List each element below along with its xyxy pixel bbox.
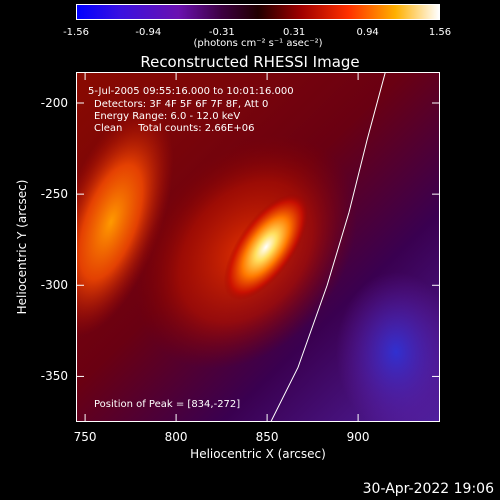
- annotation-energy-range: Energy Range: 6.0 - 12.0 keV: [94, 111, 241, 122]
- x-tick-label: 750: [73, 430, 97, 444]
- colorbar-tick-label: 0.31: [283, 27, 306, 38]
- colorbar-tick-label: -0.31: [208, 27, 235, 38]
- colorbar-tick-label: -1.56: [63, 27, 89, 38]
- timestamp: 30-Apr-2022 19:06: [362, 481, 494, 497]
- colorbar-tick-label: 1.56: [428, 27, 452, 38]
- x-tick-label: 800: [164, 430, 188, 444]
- colorbar-tick-label: -0.94: [135, 27, 162, 38]
- annotation-clean-counts: Clean Total counts: 2.66E+06: [94, 123, 255, 134]
- solar-limb-group: [270, 72, 386, 422]
- annotation-time-range: 5-Jul-2005 09:55:16.000 to 10:01:16.000: [88, 86, 294, 97]
- annotation-peak-position: Position of Peak = [834,-272]: [94, 399, 241, 410]
- chart-title: Reconstructed RHESSI Image: [140, 53, 360, 71]
- x-axis-label: Heliocentric X (arcsec): [190, 447, 326, 461]
- y-tick-label: -300: [40, 278, 68, 293]
- heatmap-image: [76, 72, 440, 422]
- annotation-detectors: Detectors: 3F 4F 5F 6F 7F 8F, Att 0: [94, 99, 269, 110]
- colorbar-tick-label: 0.94: [356, 27, 379, 38]
- x-tick-label: 850: [255, 430, 279, 444]
- y-axis-label: Heliocentric Y (arcsec): [15, 179, 29, 315]
- solar-limb-line: [270, 72, 386, 422]
- x-tick-label: 900: [346, 430, 370, 444]
- colorbar: [76, 4, 440, 20]
- y-tick-label: -350: [40, 369, 68, 384]
- y-tick-label: -200: [40, 95, 68, 110]
- y-tick-label: -250: [40, 187, 68, 202]
- colorbar-unit-label: (photons cm⁻² s⁻¹ asec⁻²): [193, 38, 323, 49]
